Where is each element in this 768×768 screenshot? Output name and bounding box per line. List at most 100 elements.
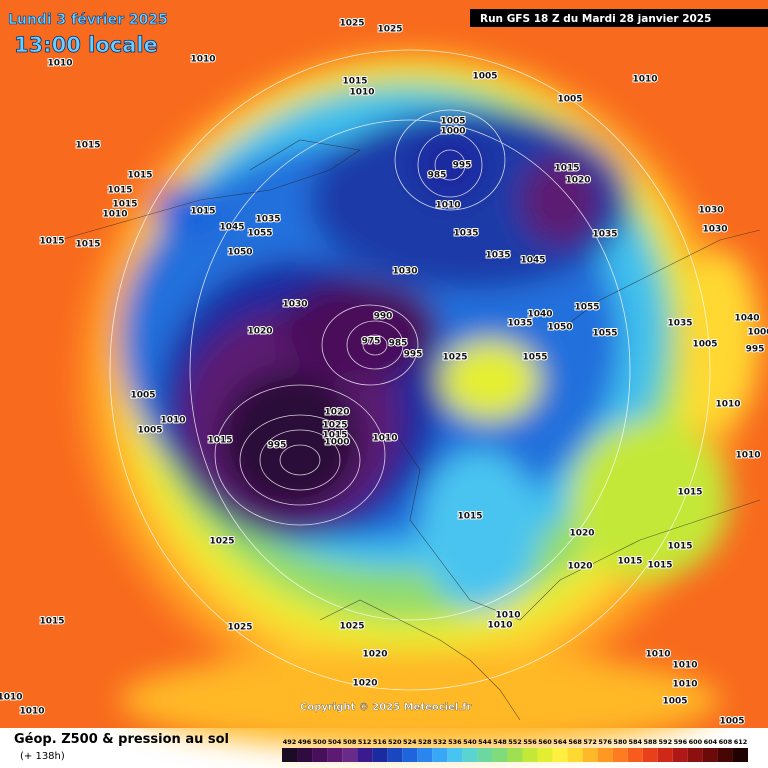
pressure-label: 1010	[632, 75, 657, 85]
colorbar-swatch	[612, 748, 628, 762]
pressure-label: 1025	[209, 537, 234, 547]
colorbar-label: 556	[523, 738, 537, 746]
pressure-label: 1015	[457, 512, 482, 522]
colorbar-label: 584	[628, 738, 642, 746]
colorbar-label: 512	[358, 738, 372, 746]
colorbar-label: 608	[719, 738, 733, 746]
colorbar-label: 544	[478, 738, 492, 746]
colorbar-swatch	[312, 748, 328, 762]
copyright: Copyright © 2025 Meteociel.fr	[300, 702, 471, 713]
pressure-label: 1050	[227, 248, 252, 258]
pressure-label: 1005	[557, 95, 582, 105]
colorbar-label: 492	[283, 738, 297, 746]
colorbar-swatch	[552, 748, 568, 762]
pressure-label: 1005	[692, 340, 717, 350]
date: Lundi 3 février 2025	[8, 12, 168, 28]
pressure-label: 1010	[645, 650, 670, 660]
colorbar-label: 516	[373, 738, 387, 746]
pressure-label: 1010	[487, 621, 512, 631]
pressure-label: 1015	[190, 207, 215, 217]
colorbar-label: 592	[659, 738, 673, 746]
colorbar-swatch	[417, 748, 433, 762]
pressure-label: 1015	[667, 542, 692, 552]
pressure-label: 1030	[702, 225, 727, 235]
colorbar-swatch	[492, 748, 508, 762]
colorbar-swatch	[297, 748, 313, 762]
pressure-label: 1035	[667, 319, 692, 329]
colorbar-swatch	[342, 748, 358, 762]
pressure-label: 1015	[112, 200, 137, 210]
pressure-label: 1045	[520, 256, 545, 266]
pressure-label: 1010	[0, 693, 23, 703]
colorbar-label: 504	[328, 738, 342, 746]
colorbar-label: 520	[388, 738, 402, 746]
pressure-label: 1055	[574, 303, 599, 313]
pressure-label: 995	[746, 345, 765, 355]
pressure-label: 1020	[247, 327, 272, 337]
footer-title: Géop. Z500 & pression au sol	[14, 732, 229, 747]
pressure-label: 1015	[617, 557, 642, 567]
pressure-label: 1010	[19, 707, 44, 717]
pressure-label: 985	[428, 171, 447, 181]
colorbar-label: 548	[493, 738, 507, 746]
pressure-label: 1005	[719, 717, 744, 727]
pressure-label: 1010	[349, 88, 374, 98]
colorbar-label: 532	[433, 738, 447, 746]
colorbar-swatch	[462, 748, 478, 762]
pressure-label: 1010	[190, 55, 215, 65]
pressure-label: 1020	[324, 408, 349, 418]
colorbar-label: 528	[418, 738, 432, 746]
colorbar-swatch	[282, 748, 298, 762]
colorbar-label: 576	[598, 738, 612, 746]
colorbar-swatch	[357, 748, 373, 762]
pressure-label: 1015	[39, 237, 64, 247]
colorbar-label: 568	[568, 738, 582, 746]
pressure-label: 1005	[137, 426, 162, 436]
colorbar-swatch	[387, 748, 403, 762]
pressure-label: 1020	[565, 176, 590, 186]
pressure-label: 1010	[735, 451, 760, 461]
pressure-label: 1040	[734, 314, 759, 324]
colorbar-swatch	[567, 748, 583, 762]
pressure-label: 1050	[547, 323, 572, 333]
pressure-label: 1015	[342, 77, 367, 87]
pressure-label: 995	[453, 161, 472, 171]
colorbar-swatch	[447, 748, 463, 762]
pressure-label: 1025	[442, 353, 467, 363]
pressure-label: 1000	[324, 438, 349, 448]
run-box	[470, 9, 768, 27]
pressure-label: 1025	[339, 622, 364, 632]
pressure-label: 1005	[440, 117, 465, 127]
pressure-label: 1035	[592, 230, 617, 240]
pressure-label: 1025	[322, 421, 347, 431]
colorbar-swatch	[657, 748, 673, 762]
colorbar-label: 500	[313, 738, 327, 746]
footer-subtitle: (+ 138h)	[20, 751, 65, 762]
pressure-label: 1010	[672, 680, 697, 690]
colorbar-label: 604	[704, 738, 718, 746]
pressure-label: 1025	[339, 19, 364, 29]
colorbar-label: 572	[583, 738, 597, 746]
colorbar: 492 496 500 504 508 512 516 520 524 528 532 536 540 5…	[282, 738, 748, 762]
pressure-label: 1015	[322, 431, 347, 441]
colorbar-swatch	[477, 748, 493, 762]
colorbar-label: 588	[644, 738, 658, 746]
pressure-label: 1045	[219, 223, 244, 233]
pressure-label: 1015	[75, 240, 100, 250]
colorbar-swatch	[372, 748, 388, 762]
pressure-label: 1005	[662, 697, 687, 707]
colorbar-swatch	[522, 748, 538, 762]
pressure-label: 1000	[440, 127, 465, 137]
pressure-label: 1005	[130, 391, 155, 401]
pressure-label: 1010	[372, 434, 397, 444]
pressure-label: 1015	[107, 186, 132, 196]
pressure-label: 990	[374, 312, 393, 322]
colorbar-label: 564	[553, 738, 567, 746]
pressure-label: 1015	[39, 617, 64, 627]
colorbar-swatch	[432, 748, 448, 762]
pressure-label: 1000	[747, 328, 768, 338]
pressure-label: 1010	[160, 416, 185, 426]
pressure-label: 1030	[698, 206, 723, 216]
